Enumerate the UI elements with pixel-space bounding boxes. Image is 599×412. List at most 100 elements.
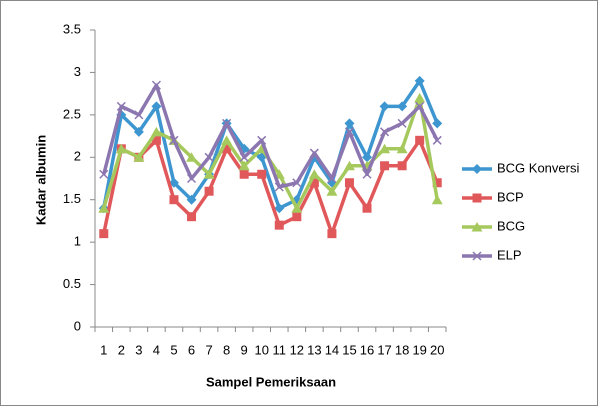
marker bbox=[257, 169, 267, 179]
legend-label: BCG Konversi bbox=[497, 160, 579, 175]
marker bbox=[99, 229, 109, 239]
x-axis-label: Sampel Pemeriksaan bbox=[206, 374, 336, 389]
marker bbox=[115, 143, 127, 154]
marker bbox=[472, 193, 482, 203]
x-tick-label: 17 bbox=[377, 342, 391, 357]
marker bbox=[344, 127, 355, 137]
marker bbox=[397, 101, 408, 112]
marker bbox=[186, 194, 197, 205]
y-tick-label: 3 bbox=[74, 64, 81, 79]
marker bbox=[222, 144, 232, 154]
marker bbox=[133, 126, 144, 137]
marker bbox=[222, 118, 232, 128]
x-tick-label: 16 bbox=[360, 342, 374, 357]
marker bbox=[99, 169, 109, 179]
marker bbox=[344, 118, 355, 129]
y-axis-label: Kadar albumin bbox=[33, 135, 48, 225]
marker bbox=[239, 152, 249, 162]
marker bbox=[327, 229, 337, 239]
y-tick-label: 2 bbox=[74, 149, 81, 164]
marker bbox=[98, 203, 110, 213]
marker bbox=[239, 169, 249, 179]
marker bbox=[472, 251, 482, 261]
marker bbox=[221, 135, 233, 145]
marker bbox=[379, 143, 391, 154]
marker bbox=[292, 212, 302, 222]
marker bbox=[187, 212, 197, 222]
x-tick-label: 1 bbox=[100, 342, 107, 357]
y-tick-label: 2.5 bbox=[63, 106, 81, 121]
marker bbox=[362, 203, 372, 213]
marker bbox=[432, 118, 443, 129]
marker bbox=[327, 173, 337, 184]
marker bbox=[169, 135, 179, 145]
marker bbox=[133, 152, 145, 162]
marker bbox=[432, 135, 442, 145]
marker bbox=[204, 186, 214, 196]
x-tick-label: 9 bbox=[241, 342, 248, 357]
marker bbox=[414, 92, 426, 103]
marker bbox=[471, 222, 483, 232]
legend-label: ELP bbox=[497, 247, 522, 262]
x-tick-label: 3 bbox=[135, 342, 142, 357]
marker bbox=[151, 135, 161, 145]
marker bbox=[186, 173, 197, 184]
marker bbox=[204, 152, 214, 162]
marker bbox=[415, 135, 425, 145]
x-tick-label: 13 bbox=[307, 342, 321, 357]
x-tick-label: 10 bbox=[254, 342, 268, 357]
x-tick-label: 14 bbox=[325, 342, 339, 357]
x-tick-label: 19 bbox=[412, 342, 426, 357]
marker bbox=[116, 101, 126, 111]
marker bbox=[344, 178, 354, 188]
marker bbox=[380, 161, 390, 171]
marker bbox=[274, 182, 284, 192]
marker bbox=[150, 126, 162, 137]
marker bbox=[431, 194, 443, 205]
marker bbox=[343, 160, 355, 171]
marker bbox=[186, 152, 198, 162]
marker bbox=[292, 178, 302, 188]
series-line bbox=[102, 79, 439, 210]
y-tick-label: 0 bbox=[74, 318, 81, 333]
marker bbox=[309, 148, 319, 158]
x-tick-label: 20 bbox=[430, 342, 444, 357]
y-tick-label: 1 bbox=[74, 234, 81, 249]
x-tick-label: 4 bbox=[153, 342, 160, 357]
marker bbox=[362, 152, 373, 163]
marker bbox=[432, 178, 442, 188]
marker bbox=[169, 195, 179, 205]
marker bbox=[414, 75, 425, 86]
y-tick-label: 1.5 bbox=[63, 191, 81, 206]
legend-label: BCP bbox=[497, 189, 524, 204]
x-tick-label: 18 bbox=[395, 342, 409, 357]
series-line bbox=[102, 138, 439, 236]
x-tick-label: 11 bbox=[273, 342, 287, 357]
marker bbox=[274, 220, 284, 230]
x-tick-label: 8 bbox=[223, 342, 230, 357]
legend-label: BCG bbox=[497, 218, 525, 233]
marker bbox=[397, 161, 407, 171]
x-tick-label: 5 bbox=[170, 342, 177, 357]
marker bbox=[291, 203, 303, 213]
marker bbox=[203, 169, 215, 179]
marker bbox=[472, 164, 482, 174]
x-tick-label: 12 bbox=[290, 342, 304, 357]
x-tick-label: 2 bbox=[118, 342, 125, 357]
marker bbox=[380, 127, 390, 137]
marker bbox=[309, 178, 319, 188]
marker bbox=[238, 160, 250, 171]
marker bbox=[397, 118, 407, 128]
marker bbox=[308, 169, 320, 179]
marker bbox=[151, 80, 161, 90]
marker bbox=[415, 101, 425, 111]
marker bbox=[362, 169, 372, 179]
y-tick-label: 3.5 bbox=[63, 21, 81, 36]
marker bbox=[379, 101, 390, 112]
x-tick-label: 7 bbox=[205, 342, 212, 357]
marker bbox=[151, 101, 162, 112]
marker bbox=[134, 110, 144, 120]
x-tick-label: 6 bbox=[188, 342, 195, 357]
marker bbox=[274, 203, 285, 214]
